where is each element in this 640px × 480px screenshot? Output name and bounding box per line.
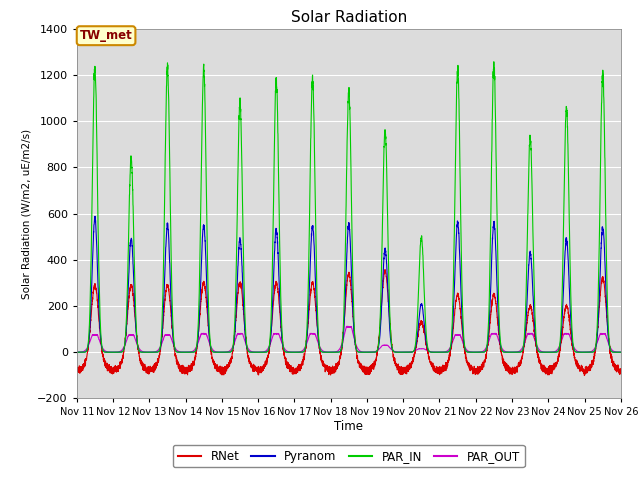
RNet (502, 360, 509, 366)
PAR_OUT (73, 349, 81, 355)
RNet (441, 364, 449, 370)
RNet (381, 267, 389, 273)
X-axis label: Time: Time (334, 420, 364, 433)
PAR_IN (328, 349, 336, 355)
Pyranom (329, 349, 337, 355)
Pyranom (92, 214, 99, 219)
Line: Pyranom: Pyranom (77, 216, 621, 352)
Pyranom (399, 349, 407, 355)
Legend: RNet, Pyranom, PAR_IN, PAR_OUT: RNet, Pyranom, PAR_IN, PAR_OUT (173, 445, 525, 468)
Pyranom (471, 349, 479, 355)
PAR_IN (617, 349, 625, 355)
Text: TW_met: TW_met (80, 29, 132, 42)
RNet (73, 367, 81, 373)
Title: Solar Radiation: Solar Radiation (291, 10, 407, 25)
Y-axis label: Solar Radiation (W/m2, uE/m2/s): Solar Radiation (W/m2, uE/m2/s) (22, 129, 32, 299)
RNet (328, 369, 336, 374)
PAR_IN (616, 349, 624, 355)
Pyranom (171, 346, 179, 351)
PAR_OUT (502, 349, 509, 355)
Line: PAR_OUT: PAR_OUT (77, 326, 621, 352)
Pyranom (616, 349, 624, 355)
Line: PAR_IN: PAR_IN (77, 62, 621, 352)
PAR_OUT (471, 349, 479, 355)
PAR_OUT (616, 349, 624, 355)
Line: RNet: RNet (77, 270, 621, 375)
PAR_IN (436, 349, 444, 355)
Pyranom (441, 349, 449, 355)
RNet (617, 369, 625, 375)
PAR_IN (73, 349, 81, 355)
RNet (471, 370, 479, 375)
PAR_IN (490, 59, 498, 65)
PAR_OUT (436, 349, 444, 355)
RNet (616, 371, 624, 377)
PAR_OUT (441, 349, 449, 355)
RNet (580, 372, 588, 378)
PAR_OUT (617, 349, 625, 355)
PAR_IN (171, 344, 179, 349)
PAR_IN (441, 349, 449, 355)
PAR_OUT (171, 344, 179, 350)
PAR_IN (502, 349, 509, 355)
PAR_OUT (344, 324, 352, 329)
Pyranom (617, 349, 625, 355)
PAR_OUT (328, 349, 336, 355)
PAR_IN (471, 349, 479, 355)
Pyranom (502, 349, 509, 355)
Pyranom (73, 349, 81, 355)
RNet (171, 347, 179, 352)
